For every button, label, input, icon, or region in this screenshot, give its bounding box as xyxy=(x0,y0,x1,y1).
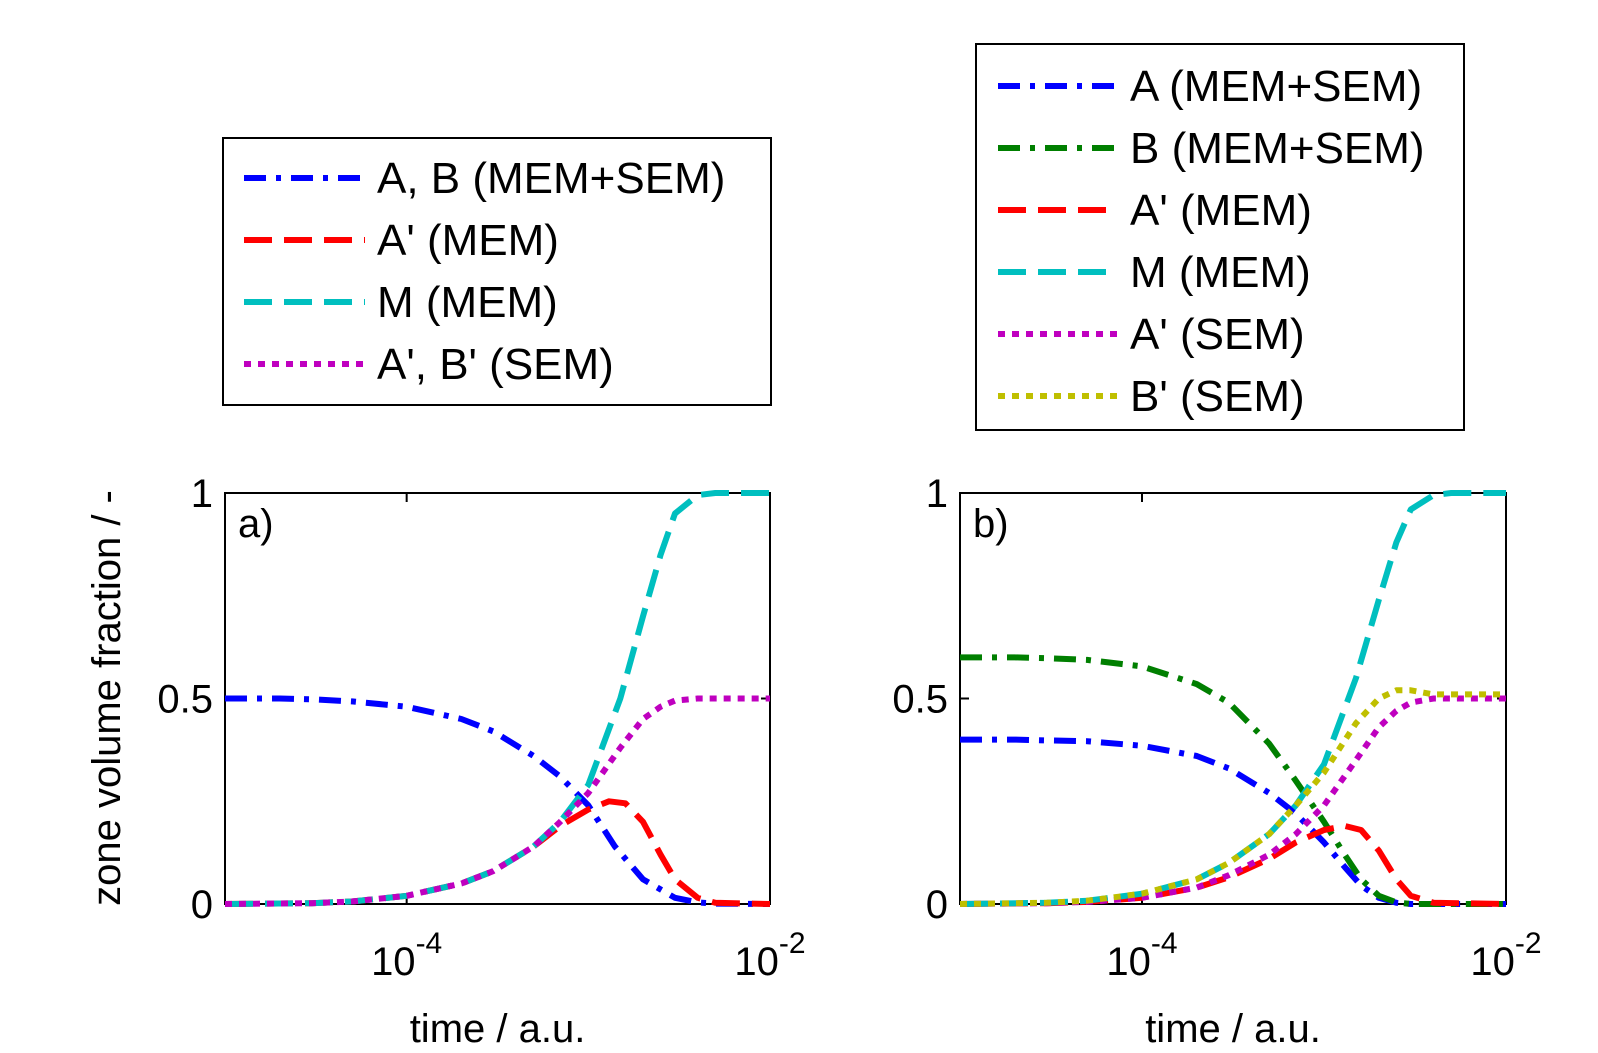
x-axis-label: time / a.u. xyxy=(410,1007,586,1051)
legend-entry: A' (MEM) xyxy=(377,216,559,265)
legend-entry: A', B' (SEM) xyxy=(377,340,614,389)
panel-label: a) xyxy=(238,502,274,546)
panel-label: b) xyxy=(973,502,1009,546)
legend: A (MEM+SEM) B (MEM+SEM) A' (MEM) M (MEM) A' … xyxy=(975,43,1465,431)
y-axis-label: zone volume fraction / - xyxy=(85,490,129,906)
legend-entry: A' (MEM) xyxy=(1130,186,1312,235)
y-tick-label: 0.5 xyxy=(892,678,948,722)
series-line xyxy=(960,695,1506,907)
series-line xyxy=(225,695,770,907)
axes-frame xyxy=(959,492,1507,905)
series-line xyxy=(960,687,1506,907)
legend-frame xyxy=(222,137,772,406)
panel-a: 0 0.5 1 10-4 10-2 a) time / a.u. zone volume fr… xyxy=(85,137,806,1051)
x-axis-label: time / a.u. xyxy=(1145,1007,1321,1051)
legend-entry: A' (SEM) xyxy=(1130,310,1305,359)
legend-entry: M (MEM) xyxy=(377,278,558,327)
series-line xyxy=(225,798,770,907)
series-line xyxy=(960,654,1506,907)
series-line xyxy=(960,822,1506,907)
y-tick-label: 0.5 xyxy=(157,678,213,722)
x-tick-label: 10-4 xyxy=(1106,927,1177,984)
x-tick-label: 10-2 xyxy=(734,927,805,984)
legend-entry: A (MEM+SEM) xyxy=(1130,62,1422,111)
y-tick-label: 0 xyxy=(191,883,213,927)
series-line xyxy=(225,695,770,907)
series-line xyxy=(960,490,1506,907)
x-tick-label: 10-4 xyxy=(371,927,442,984)
legend: A, B (MEM+SEM) A' (MEM) M (MEM) A', B' (SEM… xyxy=(222,137,772,406)
y-tick-label: 0 xyxy=(926,883,948,927)
series-line xyxy=(960,736,1506,907)
legend-entry: A, B (MEM+SEM) xyxy=(377,154,725,203)
panel-b: 0 0.5 1 10-4 10-2 b) time / a.u. A (MEM+SEM) B (… xyxy=(892,43,1542,1051)
legend-entry: M (MEM) xyxy=(1130,248,1311,297)
legend-entry: B' (SEM) xyxy=(1130,372,1305,421)
legend-entry: B (MEM+SEM) xyxy=(1130,124,1425,173)
y-tick-label: 1 xyxy=(191,472,213,516)
x-tick-label: 10-2 xyxy=(1470,927,1541,984)
y-tick-label: 1 xyxy=(926,472,948,516)
legend-frame xyxy=(975,43,1465,431)
